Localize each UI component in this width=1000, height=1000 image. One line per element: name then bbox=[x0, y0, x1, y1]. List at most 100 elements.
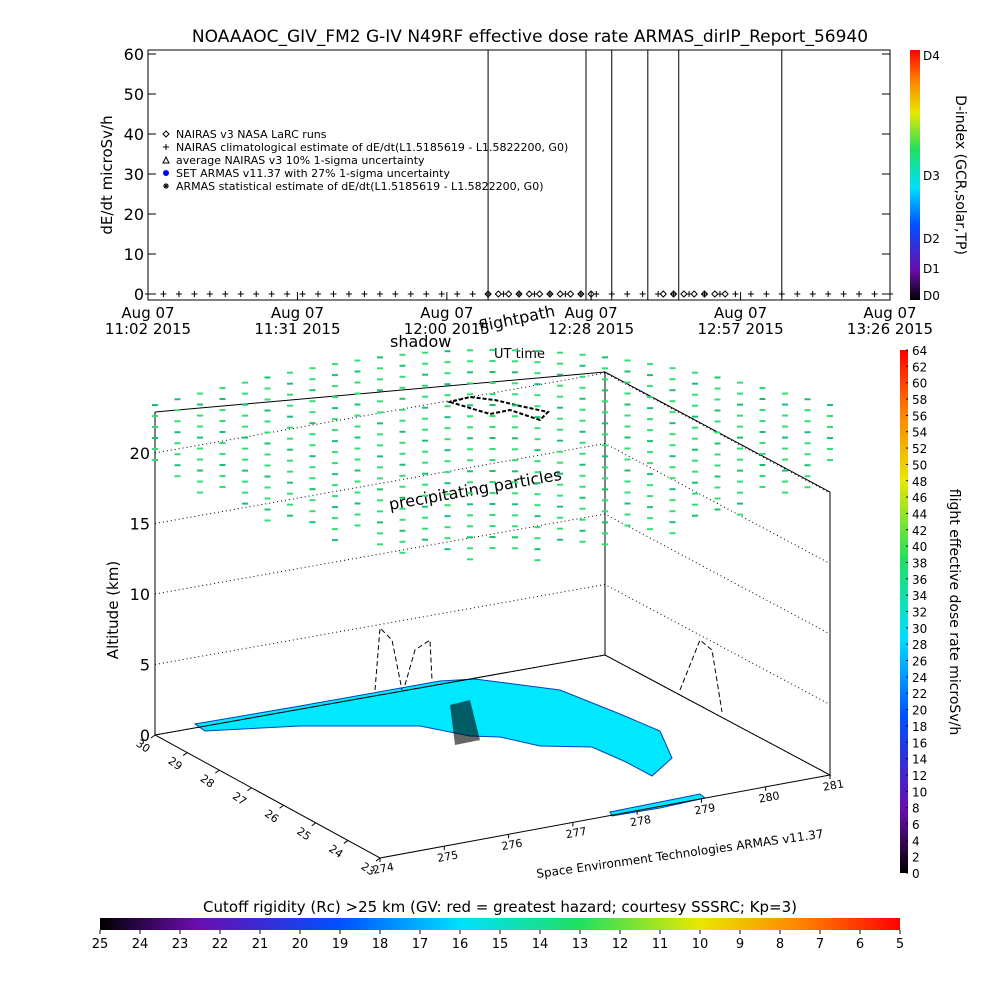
colorbar-tick-label: 46 bbox=[912, 491, 927, 505]
marker bbox=[546, 291, 553, 297]
marker bbox=[593, 291, 600, 297]
marker bbox=[763, 291, 770, 297]
colorbar-tick-label: 12 bbox=[612, 937, 629, 952]
lat-tick bbox=[343, 840, 349, 844]
d-index-label: D-index (GCR,solar,TP) bbox=[952, 95, 968, 255]
lat-tick-label: 27 bbox=[230, 790, 249, 809]
colorbar-tick-label: 18 bbox=[372, 937, 389, 952]
colorbar-tick-label: 9 bbox=[736, 937, 744, 952]
y-axis-label: dE/dt microSv/h bbox=[98, 115, 116, 234]
marker bbox=[577, 291, 584, 297]
colorbar-tick-label: 52 bbox=[912, 442, 927, 456]
grid-line bbox=[154, 583, 831, 705]
colorbar-tick-label: 8 bbox=[776, 937, 784, 952]
colorbar-tick-label: 44 bbox=[912, 507, 927, 521]
x-tick-label: Aug 07 12:28 2015 bbox=[548, 304, 635, 338]
colorbar-tick-label: 48 bbox=[912, 475, 927, 489]
marker bbox=[871, 291, 878, 297]
colorbar-tick-label: 8 bbox=[912, 802, 920, 816]
lat-tick bbox=[311, 822, 317, 827]
colorbar-tick-label: 14 bbox=[912, 753, 927, 767]
marker bbox=[624, 291, 631, 297]
lat-tick bbox=[182, 752, 188, 756]
marker bbox=[701, 291, 708, 297]
legend-marker bbox=[162, 155, 170, 164]
dose-colorbar-label: flight effective dose rate microSv/h bbox=[946, 489, 962, 735]
box-edge bbox=[154, 412, 832, 859]
y-tick-label: 20 bbox=[124, 205, 144, 224]
grid-line bbox=[154, 513, 831, 635]
marker bbox=[639, 291, 646, 297]
colorbar-tick-label: 64 bbox=[912, 344, 927, 358]
colorbar-tick-label: 15 bbox=[492, 937, 509, 952]
colorbar-tick-label: 24 bbox=[912, 671, 927, 685]
colorbar-tick-label: 22 bbox=[212, 937, 229, 952]
z-tick-label: 5 bbox=[140, 656, 150, 675]
lat-tick bbox=[150, 734, 156, 739]
marker bbox=[237, 291, 244, 297]
colorbar-tick-label: 32 bbox=[912, 606, 927, 620]
colorbar-tick-label: D2 bbox=[923, 232, 940, 246]
lon-tick-label: 274 bbox=[372, 860, 395, 876]
y-tick-label: 60 bbox=[124, 45, 144, 64]
colorbar-tick-label: 20 bbox=[292, 937, 309, 952]
shadow-path bbox=[374, 626, 433, 691]
marker bbox=[175, 291, 182, 297]
z-tick-label: 10 bbox=[130, 585, 150, 604]
colorbar-tick-label: 6 bbox=[912, 818, 920, 832]
colorbar-tick-label: 42 bbox=[912, 524, 927, 538]
marker bbox=[376, 291, 383, 297]
colorbar-tick-label: 5 bbox=[896, 937, 904, 952]
colorbar-tick-label: D3 bbox=[923, 169, 940, 183]
legend-label: NAIRAS v3 NASA LaRC runs bbox=[176, 128, 327, 141]
lat-tick-label: 25 bbox=[294, 825, 313, 844]
legend-marker bbox=[162, 130, 170, 138]
colorbar-tick-label: 50 bbox=[912, 458, 927, 472]
colorbar-tick-label: 18 bbox=[912, 720, 927, 734]
lon-tick-label: 280 bbox=[758, 789, 781, 805]
lon-tick-label: 281 bbox=[822, 777, 845, 793]
marker bbox=[680, 290, 688, 298]
marker bbox=[887, 291, 893, 297]
marker bbox=[711, 290, 719, 298]
cutoff-colorbar-title: Cutoff rigidity (Rc) >25 km (GV: red = g… bbox=[203, 898, 797, 916]
marker bbox=[253, 291, 260, 297]
legend-label: average NAIRAS v3 10% 1-sigma uncertaint… bbox=[176, 154, 425, 167]
colorbar-tick-label: 40 bbox=[912, 540, 927, 554]
colorbar-tick-label: 38 bbox=[912, 556, 927, 570]
marker bbox=[454, 291, 461, 297]
colorbar-tick-label: 19 bbox=[332, 937, 349, 952]
marker bbox=[485, 291, 492, 297]
colorbar-tick-label: 10 bbox=[692, 937, 709, 952]
marker bbox=[392, 291, 399, 297]
z-tick-label: 15 bbox=[130, 515, 150, 534]
marker bbox=[284, 291, 291, 297]
grid-line bbox=[154, 372, 831, 494]
colorbar-tick-label: 25 bbox=[92, 937, 109, 952]
marker bbox=[222, 291, 229, 297]
florida-map bbox=[193, 678, 673, 777]
marker bbox=[494, 290, 503, 298]
lon-tick-label: 278 bbox=[629, 813, 652, 829]
lon-tick-label: 279 bbox=[693, 801, 716, 817]
legend-marker bbox=[163, 183, 169, 189]
lon-tick-label: 277 bbox=[565, 825, 588, 841]
z-tick-label: 0 bbox=[140, 726, 150, 745]
plot-frame bbox=[147, 49, 891, 301]
colorbar-tick-label: 12 bbox=[912, 769, 927, 783]
colorbar-tick-label: D1 bbox=[923, 262, 940, 276]
annotation: UT time bbox=[494, 347, 545, 362]
marker bbox=[361, 291, 368, 297]
lat-tick-label: 24 bbox=[326, 842, 345, 861]
colorbar-tick-label: 26 bbox=[912, 655, 927, 669]
colorbar-tick-label: 24 bbox=[132, 937, 149, 952]
colorbar-tick-label: 23 bbox=[172, 937, 189, 952]
box-edge bbox=[154, 371, 606, 413]
map-detail bbox=[450, 700, 480, 745]
x-tick-label: Aug 07 11:31 2015 bbox=[254, 304, 341, 338]
lat-tick-label: 26 bbox=[262, 807, 281, 826]
x-tick-label: Aug 07 12:57 2015 bbox=[697, 304, 784, 338]
marker bbox=[504, 290, 513, 298]
y-tick-label: 50 bbox=[124, 85, 144, 104]
marker bbox=[655, 291, 662, 297]
